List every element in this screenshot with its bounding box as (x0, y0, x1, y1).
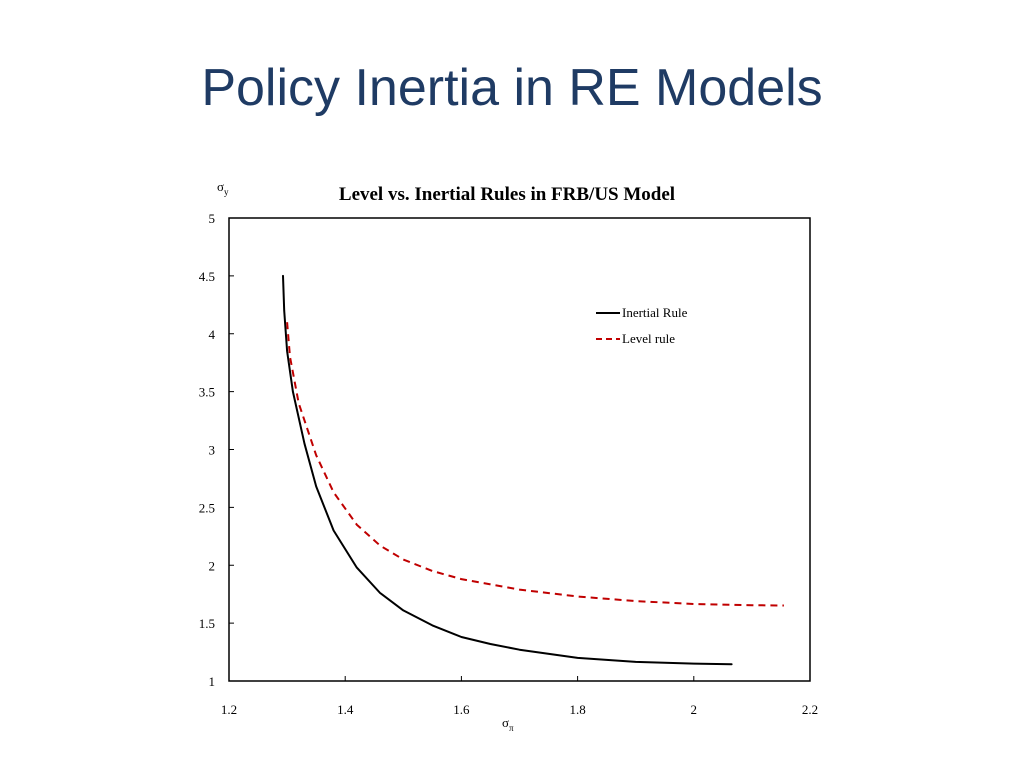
x-axis-label: σπ (502, 715, 514, 733)
y-axis-label-base: σ (217, 179, 224, 194)
y-tick-label: 3.5 (199, 385, 215, 400)
y-tick-label: 2 (209, 558, 216, 573)
plot-frame (228, 217, 811, 682)
legend-label: Inertial Rule (622, 305, 688, 320)
legend: Inertial Rule Level rule (596, 305, 688, 346)
y-axis-label: σy (217, 179, 229, 197)
x-tick-label: 1.4 (337, 702, 354, 717)
x-tick-label: 1.2 (221, 702, 237, 717)
y-tick-label: 5 (209, 211, 216, 226)
y-tick-label: 1 (209, 674, 216, 689)
legend-label: Level rule (622, 331, 675, 346)
x-tick-label: 2.2 (802, 702, 818, 717)
x-axis-label-base: σ (502, 715, 509, 730)
series-line-inertial-rule (282, 274, 733, 666)
x-tick-label: 1.6 (453, 702, 470, 717)
y-tick-label: 3 (209, 443, 216, 458)
series-line-level-rule (286, 322, 784, 607)
y-tick-label: 4 (209, 327, 216, 342)
x-tick-label: 2 (691, 702, 698, 717)
y-tick-label: 4.5 (199, 269, 215, 284)
y-tick-label: 1.5 (199, 616, 215, 631)
axis-ticks: 1.2 1.4 1.6 1.8 2 2.2 1 1.5 2 2.5 3 3.5 4 4.5 5 (199, 211, 818, 717)
y-axis-label-sub: y (224, 187, 229, 197)
slide-title: Policy Inertia in RE Models (201, 59, 823, 117)
chart-title: Level vs. Inertial Rules in FRB/US Model (339, 184, 675, 205)
x-axis-label-sub: π (509, 723, 514, 733)
y-tick-label: 2.5 (199, 500, 215, 515)
x-tick-label: 1.8 (569, 702, 585, 717)
series-layer (282, 274, 784, 666)
